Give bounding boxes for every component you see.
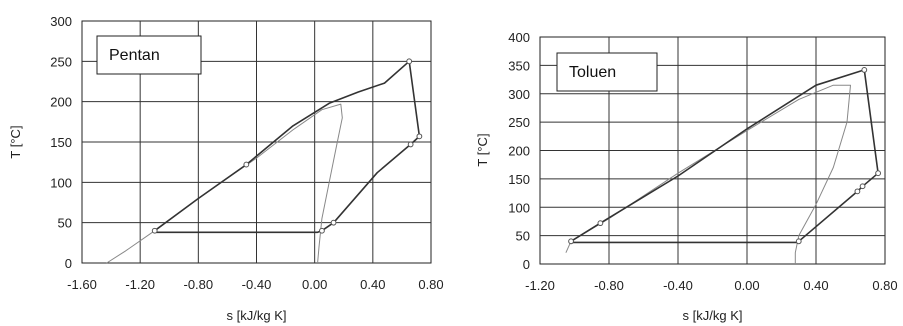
y-tick-label: 350 xyxy=(508,58,530,73)
y-axis-label: T [°C] xyxy=(8,125,23,158)
y-tick-label: 250 xyxy=(508,115,530,130)
x-tick-label: -0.80 xyxy=(594,278,624,293)
y-tick-label: 300 xyxy=(508,87,530,102)
x-tick-label: -0.40 xyxy=(242,277,272,292)
state-point-marker xyxy=(151,227,158,234)
state-point-marker xyxy=(861,67,868,73)
x-tick-label: 0.80 xyxy=(872,278,897,293)
state-point-marker xyxy=(597,220,604,227)
x-tick-label: 0.40 xyxy=(360,277,385,292)
y-tick-label: 400 xyxy=(508,30,530,45)
y-tick-label: 0 xyxy=(65,256,72,271)
y-tick-label: 250 xyxy=(50,54,72,69)
x-tick-label: -1.60 xyxy=(67,277,97,292)
state-point-marker xyxy=(875,170,881,177)
x-tick-label: 0.00 xyxy=(734,278,759,293)
y-tick-label: 50 xyxy=(58,216,72,231)
state-point-marker xyxy=(319,227,325,234)
y-tick-label: 50 xyxy=(516,229,530,244)
fluid-label: Pentan xyxy=(109,47,160,64)
y-tick-label: 100 xyxy=(508,200,530,215)
fluid-label-box xyxy=(556,52,658,92)
state-point-marker xyxy=(407,141,414,148)
x-axis-label: s [kJ/kg K] xyxy=(683,308,743,323)
x-tick-label: 0.80 xyxy=(418,277,443,292)
y-tick-label: 300 xyxy=(50,14,72,29)
x-tick-label: -0.40 xyxy=(663,278,693,293)
x-axis-label: s [kJ/kg K] xyxy=(227,308,287,323)
fluid-label-box xyxy=(96,35,202,75)
x-tick-label: -0.80 xyxy=(184,277,214,292)
y-tick-label: 200 xyxy=(508,144,530,159)
y-tick-label: 150 xyxy=(50,135,72,150)
y-tick-label: 200 xyxy=(50,95,72,110)
state-point-marker xyxy=(416,133,423,140)
x-tick-label: -1.20 xyxy=(125,277,155,292)
y-axis-label: T [°C] xyxy=(475,133,490,166)
state-point-marker xyxy=(330,219,337,226)
state-point-marker xyxy=(568,238,574,245)
x-tick-label: -1.20 xyxy=(525,278,555,293)
y-tick-label: 0 xyxy=(523,257,530,272)
state-point-marker xyxy=(243,161,250,168)
state-point-marker xyxy=(859,183,866,190)
state-point-marker xyxy=(795,238,802,245)
y-tick-label: 150 xyxy=(508,172,530,187)
x-tick-label: 0.40 xyxy=(803,278,828,293)
state-point-marker xyxy=(854,188,861,195)
fluid-label: Toluen xyxy=(569,64,616,81)
y-tick-label: 100 xyxy=(50,175,72,190)
state-point-marker xyxy=(406,58,413,65)
x-tick-label: 0.00 xyxy=(302,277,327,292)
